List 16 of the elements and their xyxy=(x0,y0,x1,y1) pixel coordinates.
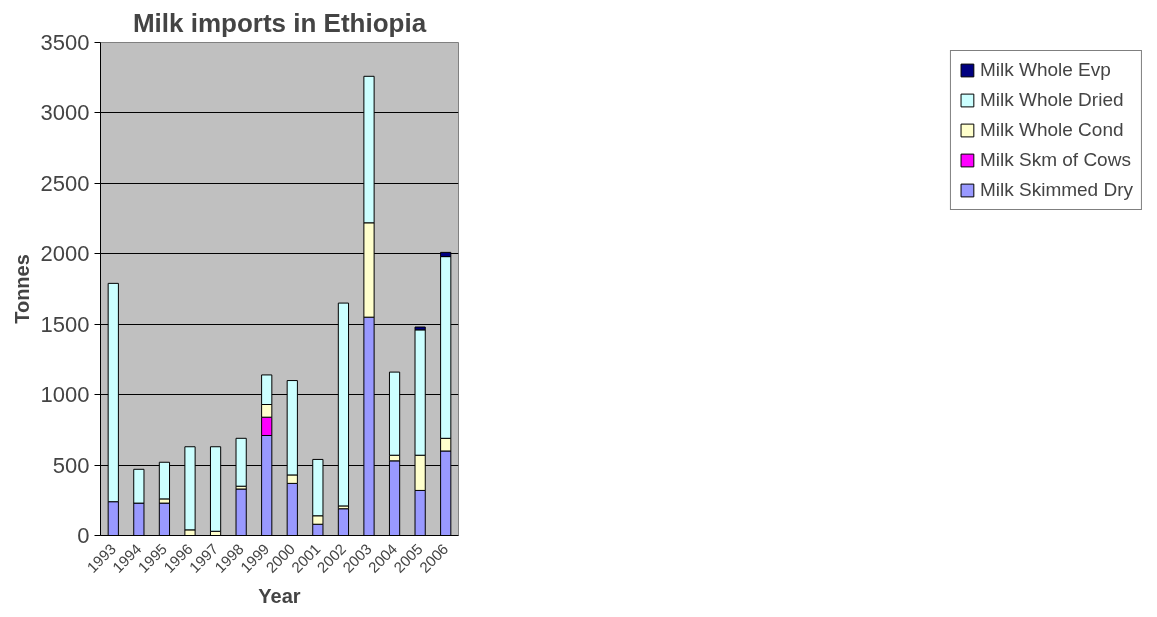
y-tick-label: 1500 xyxy=(40,311,90,337)
y-tick-label: 500 xyxy=(52,452,90,478)
y-tick-label: 3500 xyxy=(40,30,90,55)
legend-label: Milk Whole Evp xyxy=(979,59,1111,81)
legend-label: Milk Skimmed Dry xyxy=(979,179,1133,201)
y-tick-label: 3000 xyxy=(40,100,90,126)
x-axis-title: Year xyxy=(258,585,301,608)
y-tick-label: 1000 xyxy=(40,382,90,408)
y-axis-title: Tonnes xyxy=(10,254,33,324)
legend-label: Milk Whole Cond xyxy=(979,119,1124,141)
y-tick-label: 2000 xyxy=(40,241,90,267)
y-tick-label: 2500 xyxy=(40,170,90,196)
y-tick-label: 0 xyxy=(77,523,90,548)
legend-label: Milk Skm of Cows xyxy=(979,149,1131,171)
legend-label: Milk Whole Dried xyxy=(979,89,1124,111)
chart-title: Milk imports in Ethiopia xyxy=(132,7,427,38)
